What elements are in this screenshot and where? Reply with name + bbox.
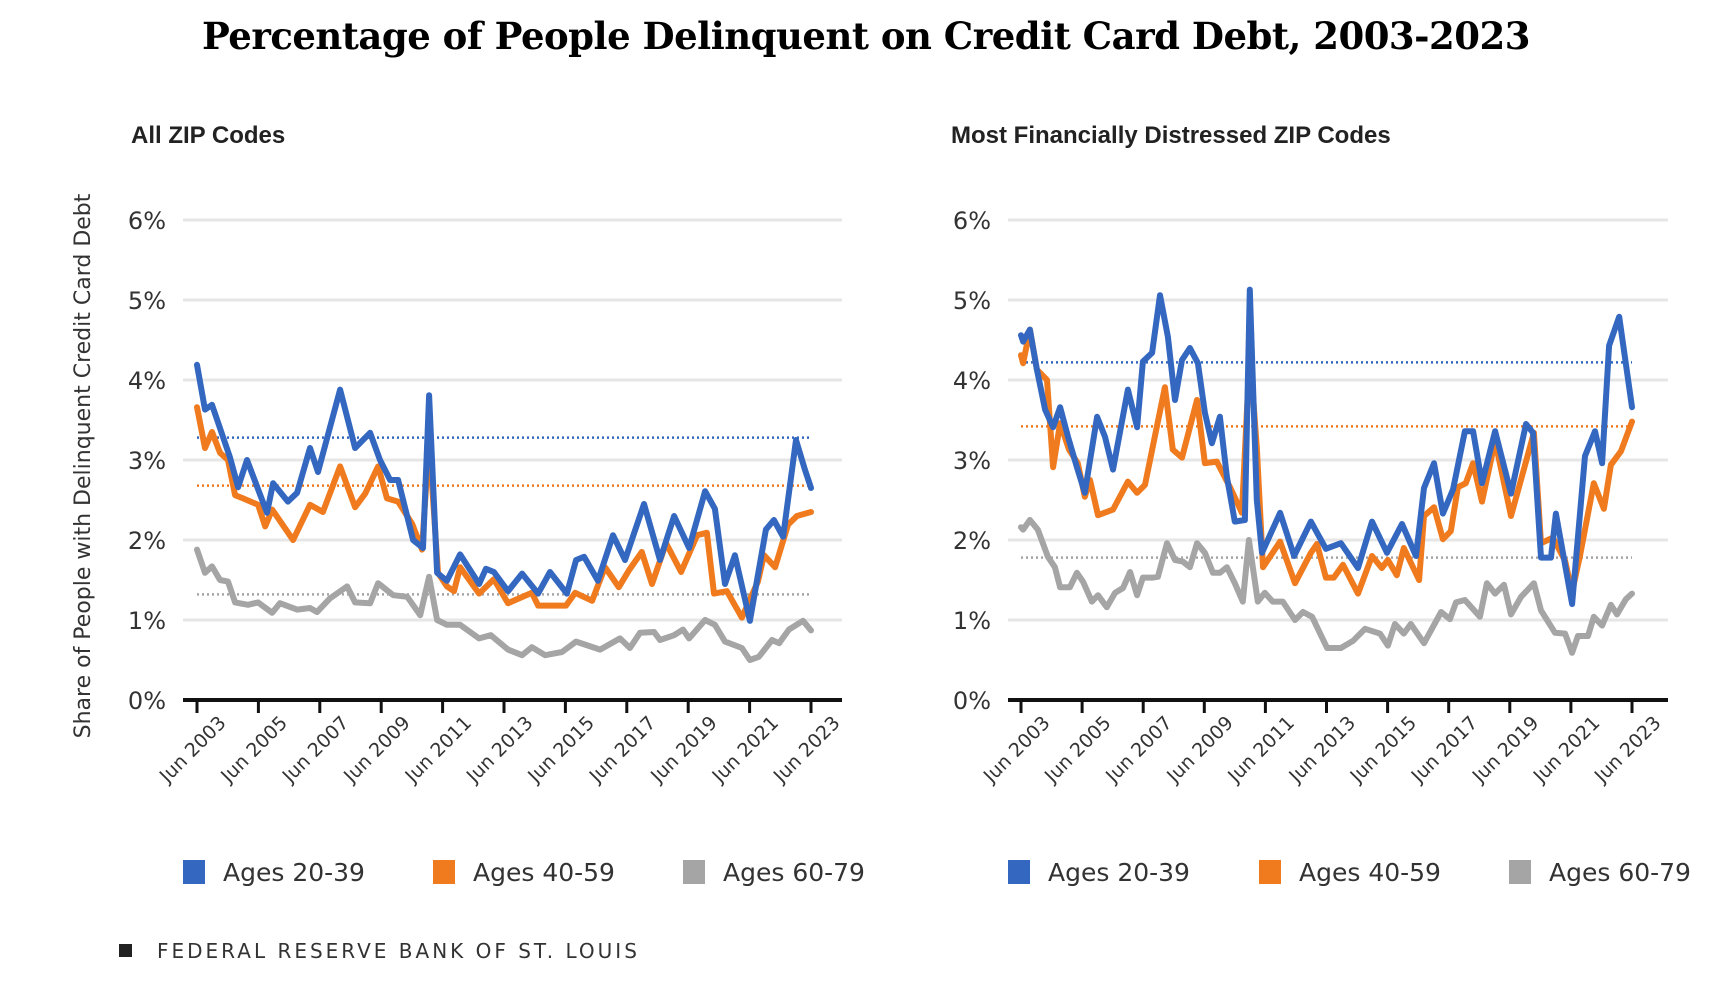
panel-distressed-zip-codes: Most Financially Distressed ZIP Codes 0% 1…: [951, 122, 1691, 887]
y-axis-title-wrap: Share of People with Delinquent Credit C…: [71, 193, 96, 738]
x-tick-label: Jun 2007: [278, 712, 354, 788]
x-tick-label: Jun 2013: [462, 712, 538, 788]
y-tick-label: 1%: [128, 607, 166, 635]
y-tick-label: 5%: [953, 287, 991, 315]
legend-label: Ages 40-59: [473, 858, 615, 887]
y-tick-label: 6%: [953, 207, 991, 235]
y-tick-label: 4%: [128, 367, 166, 395]
x-tick-label: Jun 2013: [1284, 712, 1360, 788]
x-tick-label: Jun 2017: [1407, 712, 1483, 788]
panel-title: All ZIP Codes: [131, 122, 285, 149]
x-tick-label: Jun 2003: [979, 712, 1055, 788]
series-line-ages-40-59: [194, 404, 814, 621]
x-tick-label: Jun 2021: [1529, 712, 1605, 788]
series-line-ages-40-59: [1018, 326, 1635, 597]
legend-swatch: [183, 860, 205, 884]
legend-item: Ages 60-79: [1509, 858, 1691, 887]
x-tick-label: Jun 2011: [400, 712, 476, 788]
x-tick-label: Jun 2021: [707, 712, 783, 788]
x-tick-label: Jun 2005: [216, 712, 292, 788]
x-tick-label: Jun 2011: [1223, 712, 1299, 788]
x-tick-label: Jun 2019: [646, 712, 722, 788]
legend-item: Ages 20-39: [1008, 858, 1190, 887]
legend-swatch: [683, 860, 705, 884]
legend-swatch: [1509, 860, 1531, 884]
legend-label: Ages 20-39: [1048, 858, 1190, 887]
series-line-ages-20-39: [1018, 286, 1635, 607]
y-tick-label: 3%: [128, 447, 166, 475]
x-tick-label: Jun 2019: [1468, 712, 1544, 788]
legend-swatch: [1008, 860, 1030, 884]
x-tick-label: Jun 2009: [339, 712, 415, 788]
footer: FEDERAL RESERVE BANK OF ST. LOUIS: [119, 939, 640, 963]
legend-item: Ages 60-79: [683, 858, 865, 887]
legend-item: Ages 40-59: [1259, 858, 1441, 887]
footer-square-icon: [119, 944, 132, 957]
y-tick-label: 2%: [953, 527, 991, 555]
y-tick-label: 5%: [128, 287, 166, 315]
legend-swatch: [1259, 860, 1281, 884]
y-tick-label: 0%: [953, 687, 991, 715]
x-tick-label: Jun 2017: [585, 712, 661, 788]
y-axis-title: Share of People with Delinquent Credit C…: [71, 193, 96, 738]
legend-label: Ages 60-79: [1549, 858, 1691, 887]
x-tick-label: Jun 2005: [1040, 712, 1116, 788]
x-tick-label: Jun 2023: [1590, 712, 1666, 788]
series-line-ages-20-39: [194, 361, 814, 624]
x-tick-label: Jun 2003: [155, 712, 231, 788]
legend-swatch: [433, 860, 455, 884]
x-tick-label: Jun 2015: [523, 712, 599, 788]
x-tick-label: Jun 2023: [769, 712, 845, 788]
y-tick-label: 6%: [128, 207, 166, 235]
x-tick-label: Jun 2015: [1345, 712, 1421, 788]
footer-text: FEDERAL RESERVE BANK OF ST. LOUIS: [157, 939, 640, 963]
y-tick-label: 2%: [128, 527, 166, 555]
legend-item: Ages 40-59: [433, 858, 615, 887]
y-tick-label: 4%: [953, 367, 991, 395]
panel-title: Most Financially Distressed ZIP Codes: [951, 122, 1391, 149]
series-line-ages-60-79: [1018, 517, 1635, 656]
y-tick-label: 3%: [953, 447, 991, 475]
legend-item: Ages 20-39: [183, 858, 365, 887]
x-tick-label: Jun 2007: [1101, 712, 1177, 788]
legend-label: Ages 40-59: [1299, 858, 1441, 887]
y-tick-label: 1%: [953, 607, 991, 635]
x-tick-label: Jun 2009: [1162, 712, 1238, 788]
page-title: Percentage of People Delinquent on Credi…: [201, 14, 1531, 58]
y-tick-label: 0%: [128, 687, 166, 715]
legend-label: Ages 20-39: [223, 858, 365, 887]
series-line-ages-60-79: [194, 546, 814, 663]
legend-label: Ages 60-79: [723, 858, 865, 887]
